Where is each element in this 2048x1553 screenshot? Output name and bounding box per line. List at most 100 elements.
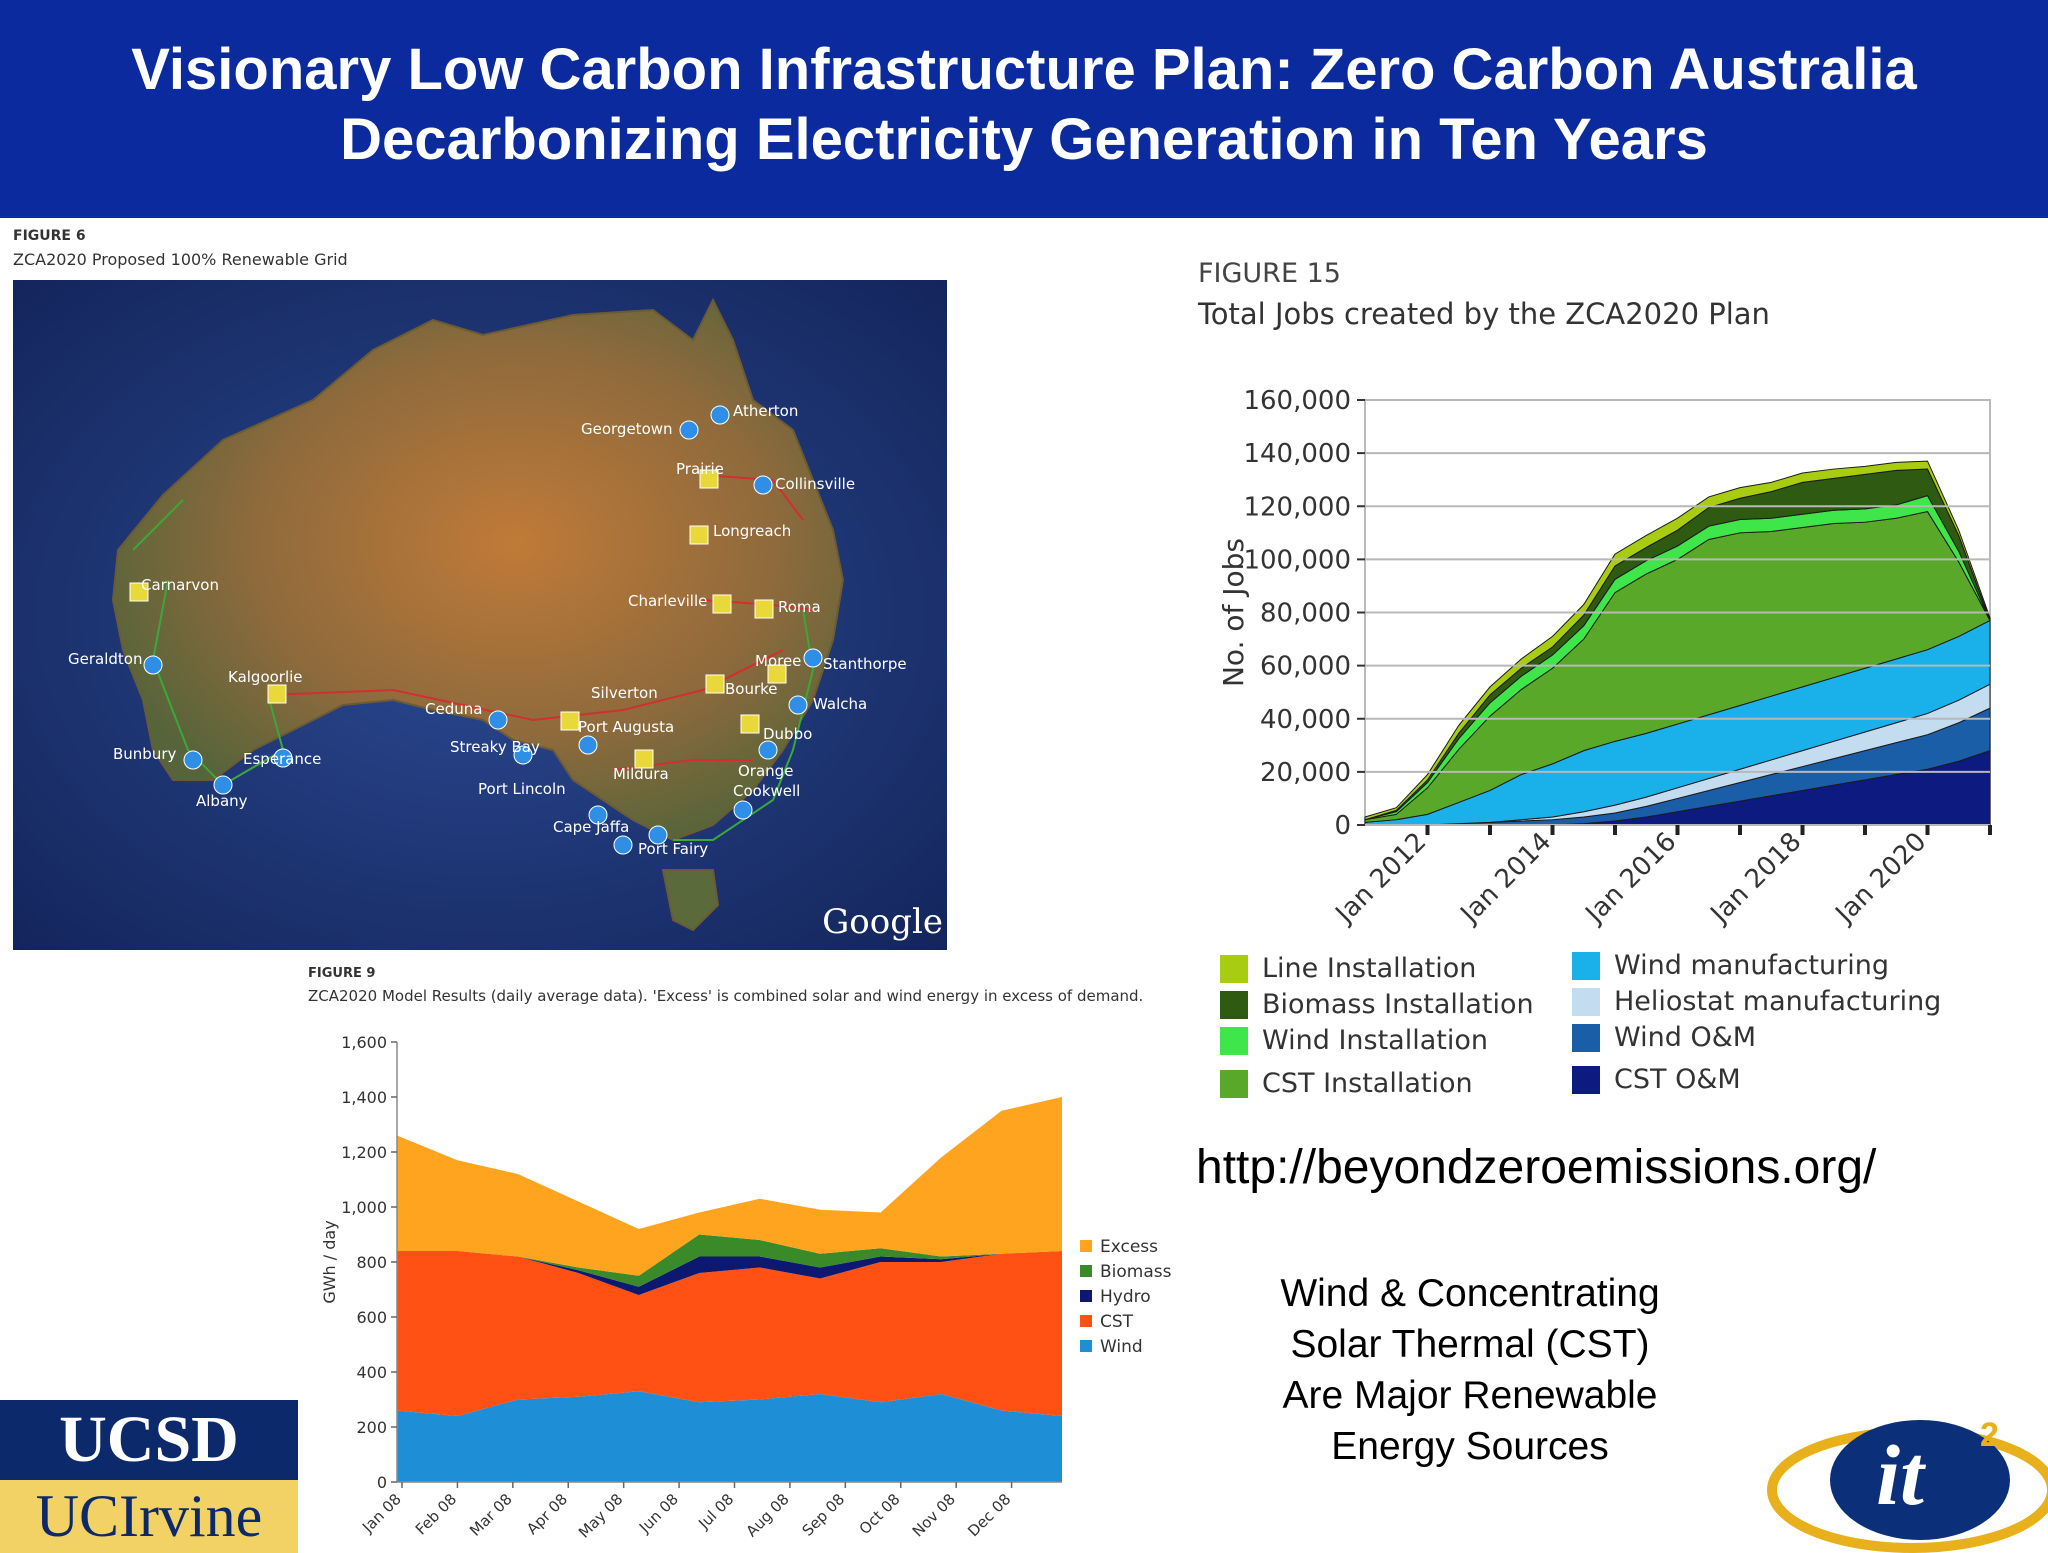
- x-tick-label: Jun 08: [635, 1490, 682, 1537]
- legend-label-cst: CST: [1100, 1312, 1134, 1332]
- figure9-title: ZCA2020 Model Results (daily average dat…: [308, 987, 1144, 1005]
- map-label-kalgoorlie: Kalgoorlie: [228, 668, 303, 686]
- legend-swatch: [1572, 988, 1600, 1016]
- note-line: Are Major Renewable: [1282, 1374, 1658, 1417]
- x-tick-label: Jan 2020: [1829, 827, 1933, 931]
- legend-swatch: [1220, 991, 1248, 1019]
- map-label-esperance: Esperance: [243, 750, 322, 768]
- y-tick-label: 80,000: [1260, 599, 1351, 629]
- legend-swatch-biomass: [1080, 1265, 1092, 1277]
- legend-label: CST Installation: [1262, 1068, 1473, 1099]
- y-tick-label: 20,000: [1260, 758, 1351, 788]
- x-tick-label: Jan 2016: [1579, 827, 1683, 931]
- map-label-geraldton: Geraldton: [68, 650, 143, 668]
- tasmania: [661, 869, 720, 932]
- australia-grid-map: Atherton Georgetown Prairie Collinsville…: [13, 280, 947, 950]
- x-tick-label: May 08: [575, 1490, 627, 1542]
- map-label-cape-jaffa: Cape Jaffa: [553, 818, 630, 836]
- x-tick-label: Aug 08: [742, 1490, 792, 1540]
- x-tick-label: Jan 08: [358, 1490, 405, 1537]
- map-label-cookwell: Cookwell: [733, 782, 801, 800]
- x-tick-label: Dec 08: [964, 1490, 1014, 1540]
- y-tick-label: 140,000: [1243, 439, 1351, 469]
- y-tick-label: 600: [356, 1308, 387, 1327]
- legend-label-biomass: Biomass: [1100, 1262, 1172, 1282]
- legend-swatch: [1220, 1027, 1248, 1055]
- map-graphic: [13, 280, 947, 950]
- map-label-stanthorpe: Stanthorpe: [823, 655, 907, 673]
- source-url[interactable]: http://beyondzeroemissions.org/: [1196, 1141, 1877, 1194]
- map-label-atherton: Atherton: [733, 402, 799, 420]
- map-label-mildura: Mildura: [613, 765, 669, 783]
- x-tick-label: Jul 08: [694, 1490, 737, 1533]
- ucsd-ucirvine-logo: UCSD UCIrvine: [0, 1400, 298, 1553]
- map-label-georgetown: Georgetown: [581, 420, 673, 438]
- map-label-port-augusta: Port Augusta: [578, 718, 675, 736]
- australia-landmass: [111, 297, 845, 842]
- legend-swatch: [1572, 1066, 1600, 1094]
- jobs-chart: 0 20,000 40,000 60,000 80,000 100,000 120,000 1…: [1217, 386, 1992, 931]
- map-label-silverton: Silverton: [591, 684, 658, 702]
- legend-label: CST O&M: [1614, 1064, 1741, 1095]
- note-line: Energy Sources: [1331, 1425, 1609, 1468]
- legend-label-wind: Wind: [1100, 1337, 1143, 1357]
- energy-chart: 0 200 400 600 800 1,000 1,200 1,400 1,600 Jan 08 F…: [320, 1033, 1172, 1542]
- y-axis-label: No. of Jobs: [1217, 538, 1250, 687]
- ucsd-wordmark: UCSD: [0, 1400, 298, 1480]
- y-tick-label: 800: [356, 1253, 387, 1272]
- renewable-sources-note: Wind & Concentrating Solar Thermal (CST)…: [1210, 1268, 1730, 1472]
- map-label-port-fairy: Port Fairy: [638, 840, 709, 858]
- map-label-bourke: Bourke: [725, 680, 778, 698]
- map-label-port-lincoln: Port Lincoln: [478, 780, 566, 798]
- series-area-cst: [397, 1251, 1062, 1416]
- map-label-carnarvon: Carnarvon: [141, 576, 219, 594]
- map-figure-title: ZCA2020 Proposed 100% Renewable Grid: [13, 250, 348, 269]
- legend-swatch-wind: [1080, 1340, 1092, 1352]
- map-label-dubbo: Dubbo: [763, 725, 813, 743]
- y-tick-label: 200: [356, 1418, 387, 1437]
- legend-label: Wind Installation: [1262, 1025, 1488, 1056]
- calit2-wordmark: it: [1876, 1427, 1924, 1523]
- x-tick-label: Jan 2014: [1454, 827, 1558, 931]
- legend-swatch: [1220, 1070, 1248, 1098]
- legend-swatch: [1572, 952, 1600, 980]
- y-tick-label: 1,600: [341, 1033, 387, 1052]
- x-tick-label: Oct 08: [856, 1490, 904, 1538]
- map-label-collinsville: Collinsville: [775, 475, 856, 493]
- legend-label: Biomass Installation: [1262, 989, 1534, 1020]
- y-tick-label: 1,000: [341, 1198, 387, 1217]
- banner-title-line-1: Visionary Low Carbon Infrastructure Plan…: [131, 37, 1917, 102]
- map-label-ceduna: Ceduna: [425, 700, 483, 718]
- series-area-wind: [397, 1391, 1062, 1482]
- y-tick-label: 120,000: [1243, 492, 1351, 522]
- legend-swatch-hydro: [1080, 1290, 1092, 1302]
- map-label-streaky-bay: Streaky Bay: [450, 738, 540, 756]
- figure9-label: FIGURE 9: [308, 966, 376, 981]
- map-label-moree: Moree: [755, 652, 802, 670]
- map-label-prairie: Prairie: [676, 460, 724, 478]
- x-tick-label: Jan 2012: [1329, 827, 1433, 931]
- series-area-hydro: [397, 1251, 1062, 1295]
- y-tick-label: 60,000: [1260, 652, 1351, 682]
- y-tick-label: 1,400: [341, 1088, 387, 1107]
- legend-label: Wind O&M: [1614, 1022, 1757, 1053]
- map-label-walcha: Walcha: [813, 695, 868, 713]
- figure15-label: FIGURE 15: [1198, 258, 1341, 289]
- y-axis-label: GWh / day: [320, 1220, 339, 1303]
- map-figure-label: FIGURE 6: [13, 228, 86, 244]
- y-tick-label: 0: [1334, 811, 1351, 841]
- x-tick-label: Feb 08: [412, 1490, 460, 1538]
- map-label-orange: Orange: [738, 762, 794, 780]
- y-tick-label: 160,000: [1243, 386, 1351, 416]
- legend-swatch: [1572, 1024, 1600, 1052]
- legend-swatch: [1220, 955, 1248, 983]
- x-tick-label: Apr 08: [523, 1490, 571, 1538]
- series-area-biomass: [397, 1234, 1062, 1287]
- google-watermark: Google: [822, 902, 943, 942]
- ucirvine-wordmark: UCIrvine: [0, 1480, 298, 1553]
- series-area-line-installation: [1364, 460, 1991, 821]
- x-tick-label: Jan 2018: [1704, 827, 1808, 931]
- grid-nodes: [129, 405, 823, 855]
- legend-label: Wind manufacturing: [1614, 950, 1889, 981]
- legend-label: Line Installation: [1262, 953, 1477, 984]
